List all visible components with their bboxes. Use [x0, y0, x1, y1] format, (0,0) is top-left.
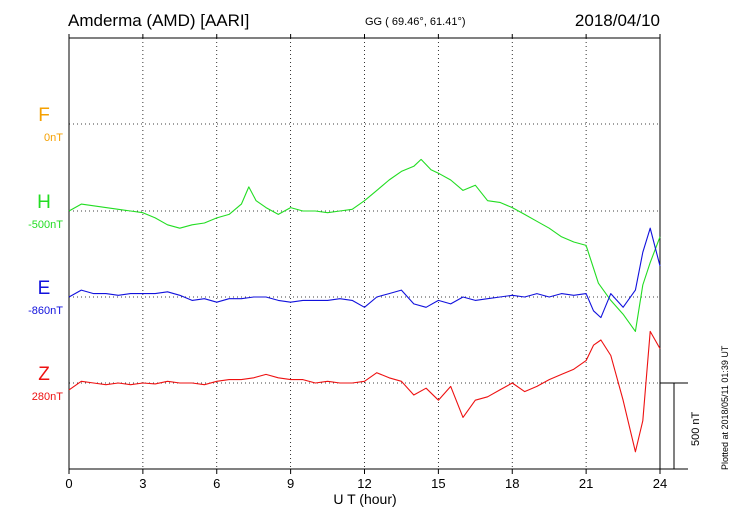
x-tick-label: 6	[213, 476, 220, 491]
x-tick-label: 24	[653, 476, 667, 491]
station-coords: GG ( 69.46°, 61.41°)	[365, 16, 466, 28]
x-tick-label: 21	[579, 476, 593, 491]
scale-bar-label: 500 nT	[690, 411, 702, 446]
series-baseline-H: -500nT	[28, 219, 63, 231]
scale-bar	[660, 382, 688, 470]
series-baseline-E: -860nT	[28, 305, 63, 317]
station-title: Amderma (AMD) [AARI]	[68, 11, 250, 30]
x-tick-label: 18	[505, 476, 519, 491]
x-tick-label: 3	[139, 476, 146, 491]
x-axis-label: U T (hour)	[333, 491, 397, 507]
series-name-E: E	[38, 278, 51, 299]
grid-lines	[69, 38, 660, 469]
series-baseline-Z: 280nT	[32, 391, 63, 403]
series-lines	[68, 158, 661, 453]
series-line-E	[68, 227, 661, 319]
series-line-H	[68, 158, 661, 332]
series-baseline-F: 0nT	[44, 132, 63, 144]
x-tick-label: 15	[431, 476, 445, 491]
series-line-Z	[68, 330, 661, 453]
x-tick-label: 9	[287, 476, 294, 491]
plotted-note: Plotted at 2018/05/11 01:39 UT	[720, 345, 730, 470]
chart-date: 2018/04/10	[574, 11, 660, 30]
series-name-F: F	[38, 105, 50, 126]
series-name-Z: Z	[38, 364, 50, 385]
x-ticks: 0 3 6 9 12 15 18 21 24	[65, 34, 667, 491]
x-tick-label: 0	[65, 476, 72, 491]
x-tick-label: 12	[357, 476, 371, 491]
series-labels: F 0nT H -500nT E -860nT Z 280nT	[28, 105, 63, 403]
series-name-H: H	[37, 192, 51, 213]
